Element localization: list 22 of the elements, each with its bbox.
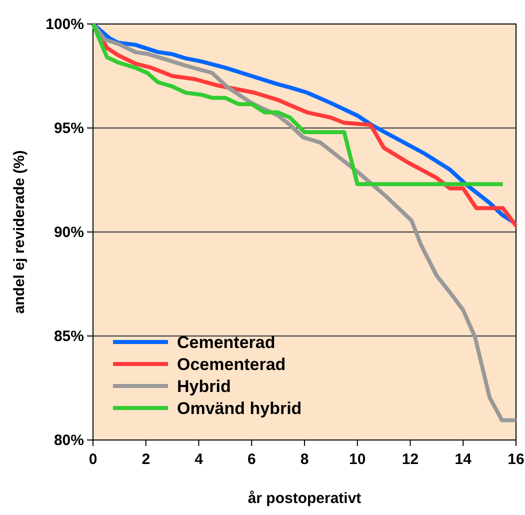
x-tick-label: 10 [349,451,366,468]
x-tick-label: 0 [88,451,98,468]
y-tick-label: 80% [54,432,84,449]
line-series [91,22,518,422]
y-tick-label: 100% [46,16,84,33]
x-tick-label: 14 [454,451,472,468]
x-tick-label: 16 [508,451,524,468]
y-tick-label: 90% [54,224,84,241]
y-tick-label: 85% [54,328,84,345]
line-series [91,22,505,186]
legend-label: Omvänd hybrid [177,399,302,418]
x-tick-label: 4 [194,451,204,468]
x-tick-label: 6 [247,451,256,468]
y-tick-label: 95% [54,120,84,137]
y-axis-title: andel ej reviderade (%) [11,150,28,314]
legend-label: Cementerad [177,333,276,352]
x-tick-label: 8 [300,451,309,468]
x-axis-title: år postoperativt [248,490,362,507]
legend-label: Hybrid [177,377,231,396]
x-tick-label: 12 [402,451,419,468]
legend-label: Ocementerad [177,355,286,374]
x-tick-label: 2 [142,451,150,468]
